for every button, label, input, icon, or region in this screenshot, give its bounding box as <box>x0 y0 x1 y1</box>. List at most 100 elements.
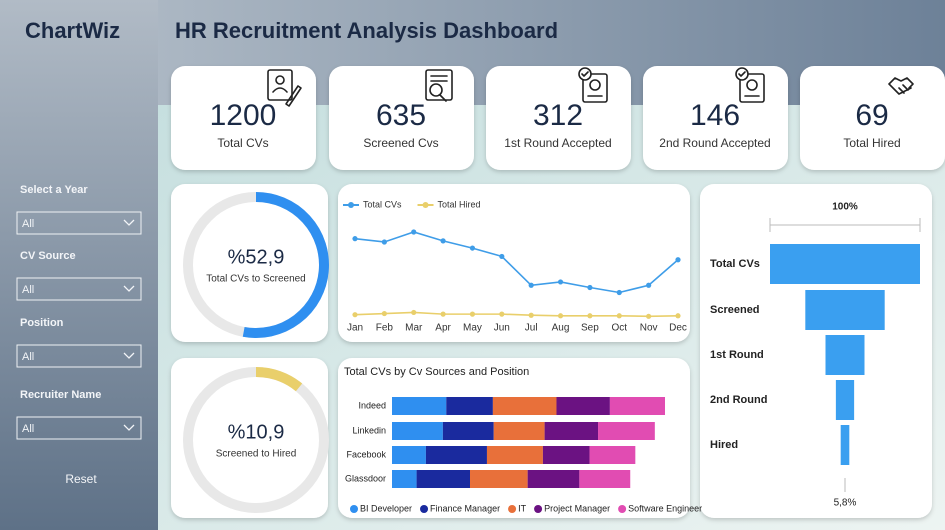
legend-dot <box>534 505 543 513</box>
donut-title: Screened to Hired <box>216 449 297 460</box>
x-tick-label: Oct <box>611 323 627 334</box>
line-point <box>616 289 622 296</box>
bar-segment <box>392 446 426 464</box>
bar-segment <box>493 422 545 440</box>
bar-segment <box>442 422 494 440</box>
kpi-card <box>486 66 631 170</box>
x-tick-label: Mar <box>405 323 423 334</box>
kpi-card <box>171 66 316 170</box>
screen-icon <box>425 69 453 102</box>
bar-segment <box>470 470 528 488</box>
funnel-label: Hired <box>710 439 738 451</box>
line-point <box>587 284 593 291</box>
kpi-card <box>329 66 474 170</box>
dropdown-arrow <box>123 424 135 431</box>
legend-label: IT <box>518 503 527 513</box>
kpi-label: Total CVs <box>217 136 268 150</box>
legend-label: Total Hired <box>438 199 481 209</box>
kpi-label: Total Hired <box>843 136 900 150</box>
kpi-value: 635 <box>376 99 426 132</box>
funnel-bottom-label: 5,8% <box>834 498 857 509</box>
filter-value: All <box>22 284 34 296</box>
line-point <box>528 282 534 288</box>
kpi-label: 1st Round Accepted <box>504 136 611 150</box>
filter-dropdown[interactable] <box>16 211 142 235</box>
x-tick-label: Nov <box>640 323 658 334</box>
bar-segment <box>492 397 557 415</box>
filter-dropdown[interactable] <box>16 416 142 440</box>
funnel-top-label: 100% <box>832 202 858 213</box>
brand: ChartWiz <box>25 18 120 43</box>
line-point <box>557 313 564 319</box>
x-tick-label: May <box>463 323 482 334</box>
x-tick-label: Jul <box>525 323 538 334</box>
line-point <box>381 310 387 317</box>
line-point <box>411 309 417 316</box>
funnel-label: Total CVs <box>710 258 760 270</box>
bar-segment <box>486 446 543 464</box>
handshake-icon <box>888 77 914 95</box>
filter-dropdown[interactable] <box>16 277 142 301</box>
bar-segment <box>392 422 443 440</box>
legend-dot <box>348 202 354 208</box>
line-point <box>557 279 564 285</box>
dashboard-title: HR Recruitment Analysis Dashboard <box>175 18 558 43</box>
dropdown-arrow <box>123 352 135 359</box>
bar-segment <box>392 397 447 415</box>
kpi-value: 312 <box>533 99 583 132</box>
line-point <box>499 311 505 317</box>
bar-segment <box>416 470 470 488</box>
kpi-label: 2nd Round Accepted <box>659 136 770 150</box>
bar-segment <box>609 397 665 415</box>
x-tick-label: Jan <box>347 323 363 334</box>
filter-value: All <box>22 218 34 230</box>
line-point <box>440 311 446 317</box>
dropdown-arrow <box>123 285 135 292</box>
bar-segment <box>598 422 655 440</box>
filter-label: Select a Year <box>20 184 88 196</box>
line-point <box>646 313 652 319</box>
line-point <box>646 282 652 288</box>
funnel-bar <box>770 244 920 284</box>
y-tick-label: Indeed <box>358 400 386 410</box>
x-tick-label: Feb <box>376 323 394 334</box>
filter-label: Position <box>20 317 64 329</box>
donut-arc <box>242 192 329 338</box>
line-point <box>675 313 681 319</box>
bar-segment <box>556 397 610 415</box>
x-tick-label: Apr <box>435 323 451 334</box>
line-point <box>499 253 505 260</box>
legend-label: Finance Manager <box>430 503 500 513</box>
line-point <box>675 257 681 263</box>
donut-title: Total CVs to Screened <box>206 274 306 285</box>
funnel-label: 1st Round <box>710 349 764 361</box>
filter-dropdown[interactable] <box>16 344 142 368</box>
line-point <box>352 236 358 242</box>
line-point <box>411 229 417 235</box>
line-point <box>528 312 534 318</box>
x-tick-label: Jun <box>494 323 510 334</box>
bar-segment <box>425 446 487 464</box>
bar-segment <box>392 470 417 488</box>
bar-segment <box>579 470 631 488</box>
chart-title: Total CVs by Cv Sources and Position <box>344 366 529 378</box>
legend-label: Total CVs <box>363 199 402 209</box>
line-card <box>338 184 690 342</box>
filter-value: All <box>22 423 34 435</box>
funnel-label: 2nd Round <box>710 394 767 406</box>
line-point <box>587 313 593 319</box>
bar-segment <box>544 422 599 440</box>
kpi-value: 1200 <box>210 99 277 132</box>
reset-button[interactable]: Reset <box>65 472 97 486</box>
line-point <box>469 311 476 317</box>
cv-icon <box>267 69 302 107</box>
sidebar <box>0 0 158 530</box>
legend-label: BI Developer <box>360 503 412 513</box>
filter-label: CV Source <box>20 250 76 262</box>
filter-label: Recruiter Name <box>20 389 101 401</box>
legend-dot <box>618 505 627 513</box>
donut-card <box>171 358 328 518</box>
round1-icon <box>578 67 608 103</box>
kpi-label: Screened Cvs <box>363 136 438 150</box>
